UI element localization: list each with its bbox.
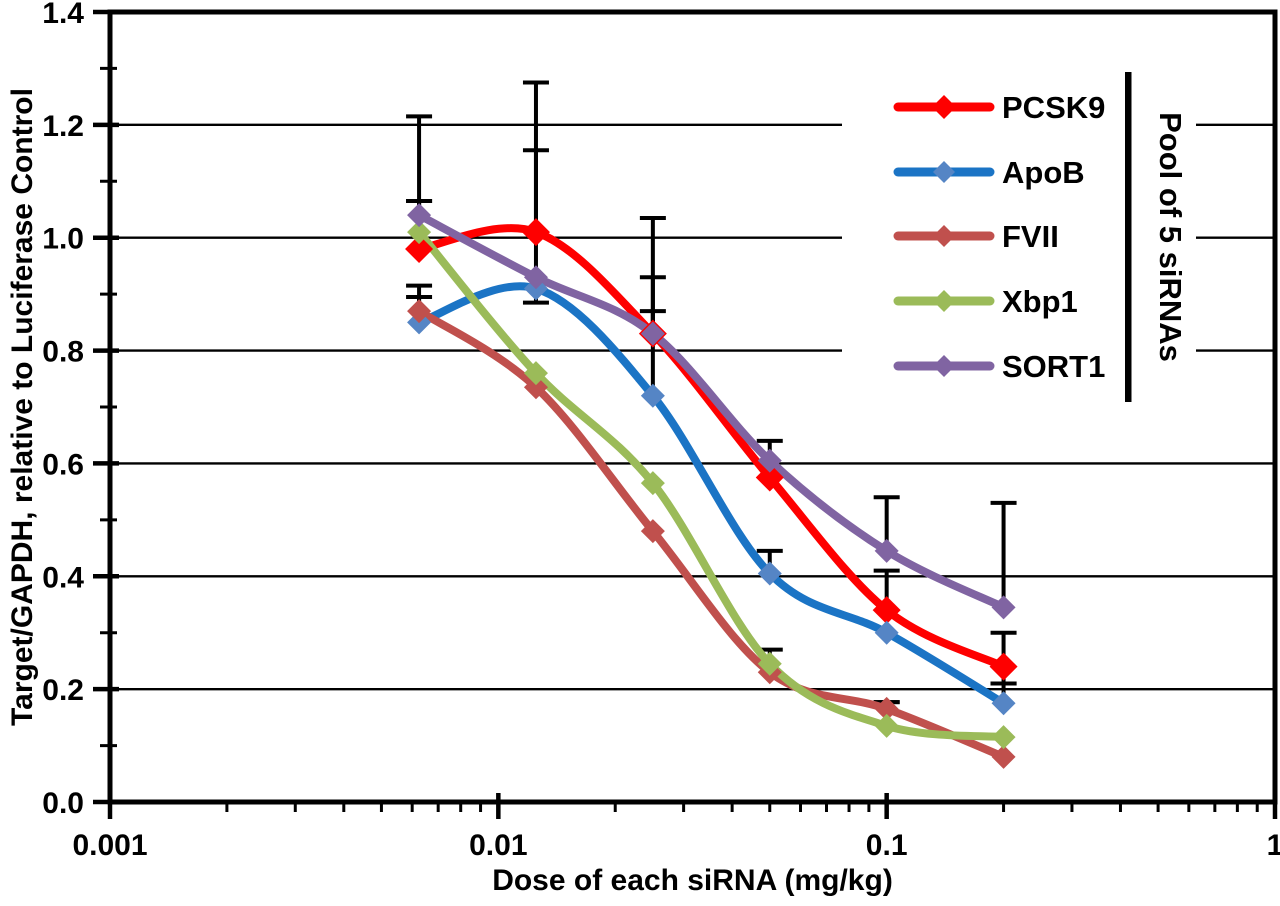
data-point-PCSK9 <box>755 463 784 492</box>
series-line-SORT1 <box>415 211 1008 612</box>
data-point-SORT1 <box>523 265 548 290</box>
legend-label-PCSK9: PCSK9 <box>1002 90 1105 125</box>
legend-label-SORT1: SORT1 <box>1002 349 1105 384</box>
legend-item-FVII: FVII <box>893 219 1059 254</box>
x-axis-title: Dose of each siRNA (mg/kg) <box>492 864 893 897</box>
y-axis-title: Target/GAPDH, relative to Luciferase Con… <box>6 88 39 726</box>
legend-label-FVII: FVII <box>1002 219 1059 254</box>
data-point-ApoB <box>991 691 1016 716</box>
data-point-PCSK9 <box>405 235 434 263</box>
legend-label-Xbp1: Xbp1 <box>1002 284 1078 319</box>
data-point-FVII <box>874 696 899 721</box>
data-point-FVII <box>640 519 665 544</box>
data-point-SORT1 <box>757 448 782 473</box>
data-point-PCSK9 <box>989 652 1018 681</box>
data-point-Xbp1 <box>523 361 548 386</box>
x-tick-label: 1 <box>1267 829 1280 862</box>
legend-marker-FVII <box>933 225 955 247</box>
data-point-Xbp1 <box>640 471 665 496</box>
y-tick-label: 0.4 <box>42 561 84 594</box>
y-tick-label: 0.8 <box>42 336 84 369</box>
y-tick-label: 0.0 <box>42 787 84 820</box>
y-tick-label: 0.6 <box>42 448 84 481</box>
legend-item-Xbp1: Xbp1 <box>893 284 1078 319</box>
legend-marker-ApoB <box>933 161 955 183</box>
y-tick-label: 0.2 <box>42 674 84 707</box>
legend-marker-PCSK9 <box>932 95 956 119</box>
legend-annotation-bar <box>1125 72 1132 402</box>
data-point-Xbp1 <box>874 713 899 738</box>
legend-annotation-text: Pool of 5 siRNAs <box>1153 112 1188 362</box>
data-point-PCSK9 <box>521 218 550 247</box>
legend-label-ApoB: ApoB <box>1002 155 1085 190</box>
legend-item-ApoB: ApoB <box>893 155 1085 190</box>
data-point-SORT1 <box>874 538 899 563</box>
data-point-FVII <box>991 744 1016 769</box>
data-point-FVII <box>523 375 548 400</box>
legend-item-PCSK9: PCSK9 <box>893 90 1105 125</box>
y-tick-label: 1.0 <box>42 223 84 256</box>
data-point-Xbp1 <box>407 220 432 245</box>
y-tick-label: 1.2 <box>42 110 84 143</box>
data-point-Xbp1 <box>757 651 782 676</box>
legend-item-SORT1: SORT1 <box>893 349 1105 384</box>
data-point-Xbp1 <box>991 725 1016 750</box>
legend-marker-SORT1 <box>933 355 955 377</box>
data-point-PCSK9 <box>872 596 901 625</box>
x-tick-label: 0.01 <box>469 829 527 862</box>
y-tick-label: 1.4 <box>42 0 84 30</box>
data-point-FVII <box>407 299 432 324</box>
x-tick-label: 0.001 <box>72 829 147 862</box>
data-point-ApoB <box>640 383 665 408</box>
x-tick-label: 0.1 <box>866 829 908 862</box>
data-point-ApoB <box>757 561 782 586</box>
data-point-SORT1 <box>407 203 432 228</box>
data-point-SORT1 <box>991 595 1016 620</box>
data-point-ApoB <box>874 620 899 645</box>
legend-marker-Xbp1 <box>933 290 955 312</box>
data-point-SORT1 <box>640 321 665 346</box>
